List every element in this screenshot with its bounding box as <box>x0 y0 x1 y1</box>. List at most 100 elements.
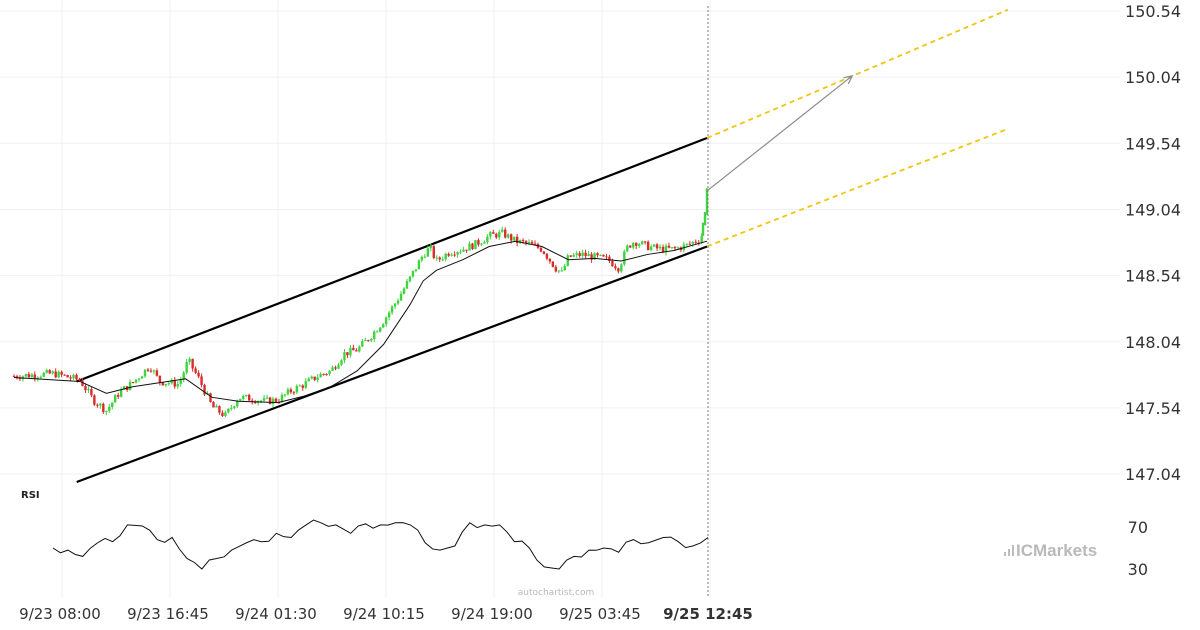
candle-body <box>295 385 299 393</box>
candle-body <box>274 398 278 402</box>
candle-body <box>209 393 212 402</box>
candle-body <box>280 394 284 402</box>
candle-body <box>533 243 537 245</box>
candle-body <box>370 338 373 341</box>
candle-body <box>664 245 668 253</box>
rsi-level-label: 30 <box>1128 560 1148 579</box>
candle-body <box>581 252 584 256</box>
time-tick-label: 9/23 16:45 <box>127 605 209 623</box>
candle-body <box>542 251 546 254</box>
candle-body <box>253 401 257 404</box>
candle-body <box>670 247 674 249</box>
candle-body <box>119 389 123 397</box>
candle-body <box>265 397 269 399</box>
candle-body <box>378 327 382 332</box>
candle-body <box>134 379 138 383</box>
candle-body <box>346 352 349 356</box>
candle-body <box>459 251 462 253</box>
candle-body <box>298 385 302 387</box>
candle-body <box>289 389 293 393</box>
candle-body <box>566 255 569 266</box>
candle-body <box>489 232 492 237</box>
candle-body <box>54 371 57 378</box>
rsi-line <box>52 519 709 570</box>
candle-body <box>691 241 694 244</box>
candle-body <box>194 368 197 373</box>
candle-body <box>563 265 566 271</box>
candle-body <box>75 374 78 380</box>
candle-body <box>441 259 444 261</box>
price-tick-label: 147.04 <box>1125 465 1181 484</box>
candle-body <box>307 378 310 382</box>
candle-body <box>438 257 441 260</box>
candle-body <box>444 253 447 260</box>
candle-body <box>245 394 248 396</box>
candle-body <box>15 376 19 378</box>
candle-body <box>167 383 171 385</box>
candle-body <box>608 256 611 262</box>
candle-body <box>417 260 421 270</box>
candle-body <box>99 403 102 406</box>
brand-logo: ICMarkets <box>1004 541 1097 560</box>
rsi-axis: 70 30 <box>1128 518 1148 579</box>
candle-body <box>447 253 450 256</box>
candle-body <box>331 367 334 371</box>
channel-upper-line <box>76 136 708 383</box>
candle-body <box>557 270 561 272</box>
candle-body <box>30 374 34 378</box>
candle-body <box>504 229 507 238</box>
candle-body <box>701 222 705 236</box>
candle-body <box>203 385 206 395</box>
candle-body <box>155 370 159 376</box>
candle-body <box>236 400 239 407</box>
moving-average-path <box>13 240 708 404</box>
price-tick-label: 149.54 <box>1125 134 1181 153</box>
candle-body <box>242 395 245 399</box>
candle-body <box>310 376 313 379</box>
candle-body <box>111 402 114 407</box>
rsi-indicator <box>52 519 709 570</box>
time-tick-label: 9/23 08:00 <box>19 605 101 623</box>
candle-body <box>432 246 435 258</box>
candle-body <box>268 397 272 405</box>
candle-body <box>39 376 42 378</box>
candle-body <box>66 375 69 378</box>
candle-body <box>530 241 534 244</box>
candle-body <box>396 300 400 304</box>
candle-body <box>643 241 647 243</box>
candle-body <box>617 268 620 272</box>
candle-body <box>60 371 63 375</box>
candle-body <box>250 400 254 402</box>
candle-body <box>114 395 117 403</box>
candle-body <box>524 241 528 243</box>
candle-body <box>271 398 275 405</box>
candle-body <box>509 234 513 241</box>
candle-body <box>325 374 328 376</box>
candle-body <box>188 358 191 363</box>
candle-body <box>700 235 703 243</box>
candle-body <box>426 248 430 257</box>
candle-body <box>12 376 16 378</box>
candle-body <box>649 246 653 251</box>
candle-body <box>102 403 105 412</box>
price-channel <box>76 8 1009 484</box>
candle-body <box>584 252 587 257</box>
candle-body <box>122 386 126 390</box>
candle-body <box>152 370 156 372</box>
candle-body <box>599 254 602 256</box>
candle-body <box>414 269 418 271</box>
candle-body <box>105 410 108 412</box>
channel-lower-line <box>76 245 708 484</box>
candle-body <box>146 369 150 371</box>
candle-body <box>408 276 412 282</box>
bar-chart-icon <box>1004 545 1014 556</box>
candle-body <box>405 281 409 289</box>
candle-body <box>471 243 474 250</box>
candle-body <box>548 258 552 262</box>
candle-body <box>200 376 203 386</box>
grid-lines <box>0 0 1120 598</box>
candle-body <box>87 389 90 391</box>
brand-name: ICMarkets <box>1016 541 1097 560</box>
candle-body <box>334 367 337 369</box>
